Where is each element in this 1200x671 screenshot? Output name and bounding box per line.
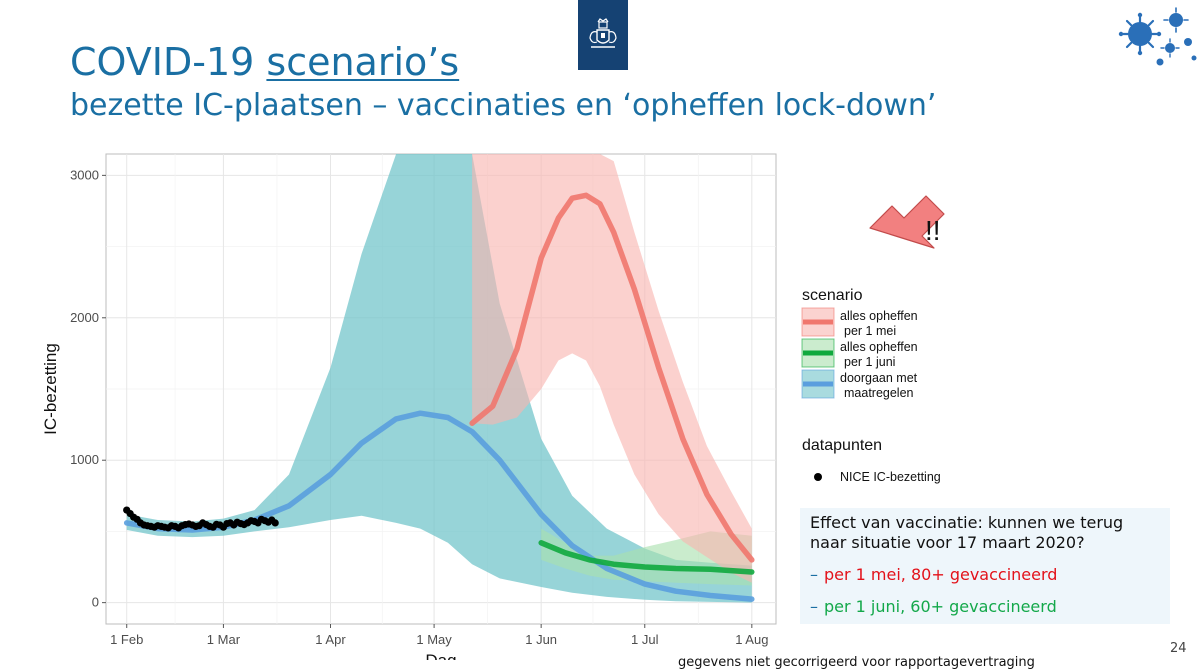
legend-label: alles opheffen (840, 340, 918, 354)
callout-dash: – (810, 565, 818, 584)
legend-label: maatregelen (844, 386, 914, 400)
exclamation-mark: !! (925, 215, 941, 246)
title-underlined: scenario’s (266, 40, 460, 84)
legend-label: doorgaan met (840, 371, 918, 385)
x-tick-label: 1 Mar (207, 632, 241, 647)
line-alles-opheffen-per-1-juni (538, 540, 755, 575)
y-tick-label: 0 (92, 595, 99, 610)
coat-of-arms-icon (589, 18, 617, 48)
legend-title-scenario: scenario (802, 287, 863, 304)
slide-subtitle: bezette IC-plaatsen – vaccinaties en ‘op… (70, 88, 937, 123)
axes: 0 1000 2000 3000 1 Feb 1 Mar 1 Apr 1 May 1 Jun 1 … (41, 167, 768, 660)
line-alles-opheffen-per-1-mei (469, 192, 755, 563)
data-point (271, 519, 279, 527)
government-logo (578, 0, 628, 70)
legend-label: alles opheffen (840, 309, 918, 323)
callout-item-june: – per 1 juni, 60+ gevaccineerd (810, 597, 1160, 617)
page-number: 24 (1170, 641, 1187, 656)
slide-title: COVID-19 scenario’s (70, 40, 459, 84)
callout-dash: – (810, 597, 818, 616)
callout-text-june: per 1 juni, 60+ gevaccineerd (824, 597, 1057, 616)
data-points (123, 506, 279, 532)
legend-label: NICE IC-bezetting (840, 470, 941, 484)
x-tick-label: 1 Apr (315, 632, 346, 647)
x-tick-label: 1 Aug (735, 632, 768, 647)
y-axis-label: IC-bezetting (41, 343, 60, 435)
band-doorgaan-met-maatregelen (126, 154, 752, 603)
callout-text-may: per 1 mei, 80+ gevaccineerd (824, 565, 1058, 584)
y-tick-label: 3000 (70, 167, 99, 182)
callout-item-may: – per 1 mei, 80+ gevaccineerd (810, 565, 1160, 585)
x-tick-label: 1 Jun (525, 632, 557, 647)
vaccination-callout: Effect van vaccinatie: kunnen we terug n… (800, 508, 1170, 624)
ic-occupancy-chart: 0 1000 2000 3000 1 Feb 1 Mar 1 Apr 1 May 1 Jun 1 … (41, 153, 945, 660)
x-tick-label: 1 May (416, 632, 452, 647)
pointer-arrow (869, 195, 945, 249)
virus-icon (1118, 7, 1197, 66)
y-tick-label: 1000 (70, 452, 99, 467)
legend-title-datapoints: datapunten (802, 437, 882, 454)
legend-label: per 1 juni (844, 355, 895, 369)
x-axis-label: Dag (425, 651, 456, 660)
y-tick-label: 2000 (70, 310, 99, 325)
x-tick-label: 1 Jul (631, 632, 659, 647)
title-prefix: COVID-19 (70, 40, 255, 84)
footnote: gegevens niet gecorrigeerd voor rapporta… (678, 655, 1035, 670)
legend-label: per 1 mei (844, 324, 896, 338)
x-tick-label: 1 Feb (110, 632, 143, 647)
callout-question: Effect van vaccinatie: kunnen we terug n… (810, 513, 1124, 552)
legend-key-point (814, 473, 822, 481)
